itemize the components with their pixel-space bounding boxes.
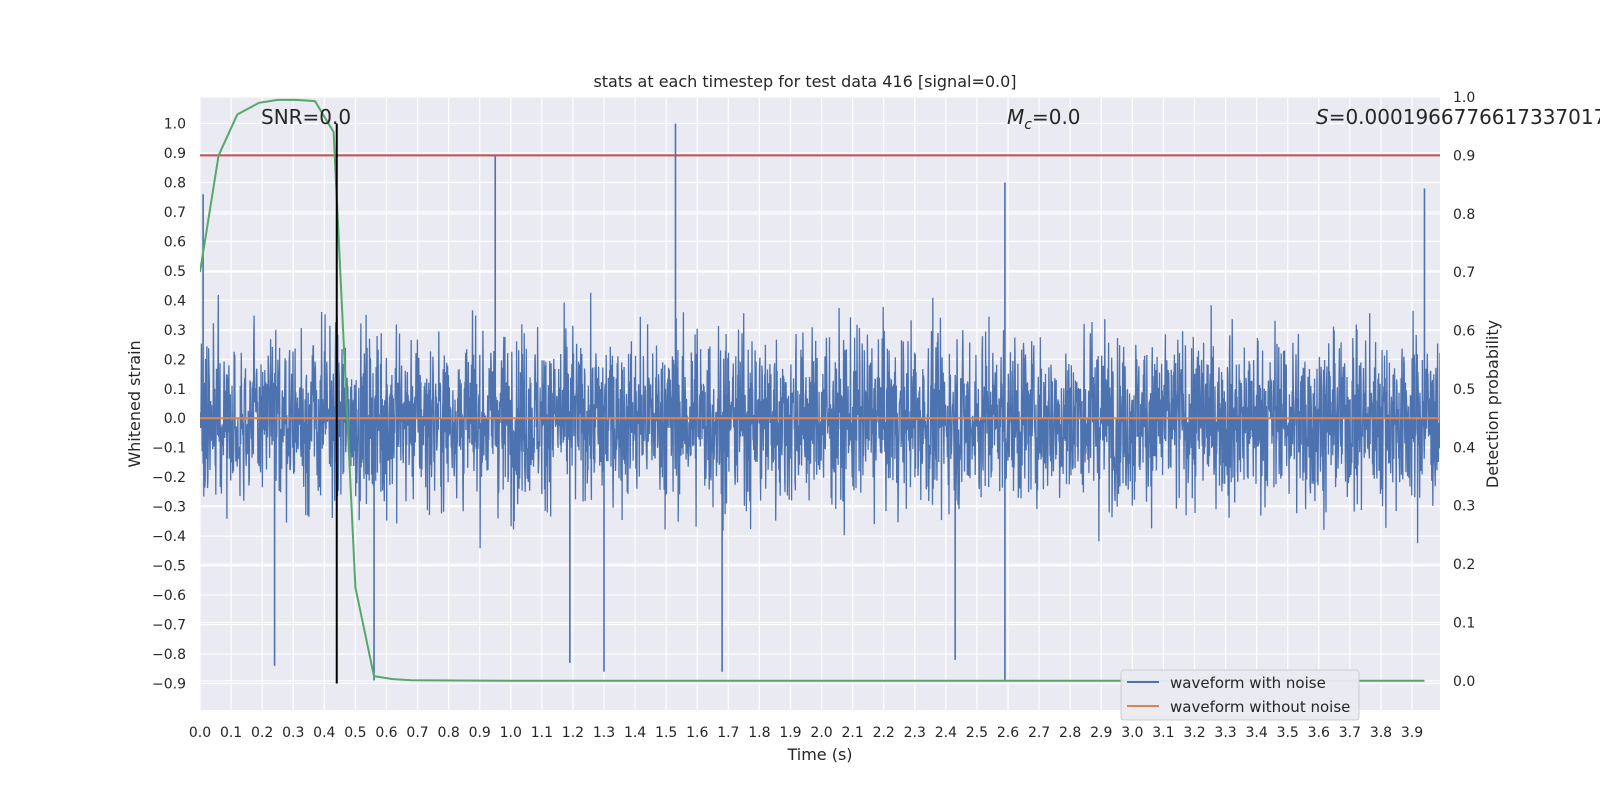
- right-tick-label: 0.7: [1453, 265, 1475, 281]
- x-tick-label: 3.6: [1308, 725, 1330, 741]
- x-tick-label: 3.0: [1121, 725, 1143, 741]
- s-value: =0.00019667766173370175: [1329, 105, 1600, 129]
- y-tick-label: −0.9: [152, 676, 186, 692]
- x-tick-label: 3.5: [1277, 725, 1299, 741]
- legend: waveform with noise waveform without noi…: [1120, 669, 1360, 721]
- y-tick-label: −0.6: [152, 588, 186, 604]
- x-tick-label: 2.9: [1090, 725, 1112, 741]
- right-tick-label: 0.9: [1453, 148, 1475, 164]
- series-waveform-with-noise: [200, 292, 1440, 549]
- x-tick-label: 2.0: [810, 725, 832, 741]
- mc-symbol: M: [1007, 105, 1024, 129]
- plot-clip: [200, 98, 1440, 682]
- s-annotation: S=0.00019667766173370175: [1316, 105, 1600, 129]
- mc-subscript: c: [1024, 117, 1032, 133]
- y-tick-label: 0.6: [164, 234, 186, 250]
- noise-peaks: [202, 123, 1426, 681]
- x-tick-label: 0.9: [469, 725, 491, 741]
- right-tick-label: 0.8: [1453, 207, 1475, 223]
- x-tick-label: 3.3: [1214, 725, 1236, 741]
- chart-title: stats at each timestep for test data 416…: [593, 72, 1016, 91]
- y-tick-label: −0.2: [152, 470, 186, 486]
- x-tick-label: 1.4: [624, 725, 646, 741]
- x-tick-label: 0.8: [437, 725, 459, 741]
- x-tick-label: 2.2: [873, 725, 895, 741]
- y-tick-label: 0.1: [164, 382, 186, 398]
- x-tick-label: 3.7: [1339, 725, 1361, 741]
- left-axis-ticks: 1.0 0.9 0.8 0.7 0.6 0.5 0.4 0.3 0.2 0.1 0.0 −0.1 −0.…: [152, 117, 186, 693]
- x-tick-label: 0.6: [375, 725, 397, 741]
- x-tick-label: 0.0: [189, 725, 211, 741]
- x-axis-ticks: 0.0 0.1 0.2 0.3 0.4 0.5 0.6 0.7 0.8 0.9 1.0 1.1 1.2 1…: [189, 725, 1423, 741]
- series-detection-probability: [200, 98, 1425, 682]
- y-tick-label: −0.7: [152, 618, 186, 634]
- x-tick-label: 1.2: [562, 725, 584, 741]
- y-tick-label: 0.8: [164, 175, 186, 191]
- x-tick-label: 1.8: [748, 725, 770, 741]
- x-tick-label: 1.5: [655, 725, 677, 741]
- x-tick-label: 2.4: [935, 725, 957, 741]
- x-tick-label: 2.5: [966, 725, 988, 741]
- right-tick-label: 0.4: [1453, 440, 1475, 456]
- x-tick-label: 0.4: [313, 725, 335, 741]
- x-tick-label: 1.1: [531, 725, 553, 741]
- y-tick-label: 0.9: [164, 146, 186, 162]
- x-tick-label: 1.7: [717, 725, 739, 741]
- right-tick-label: 0.1: [1453, 615, 1475, 631]
- x-tick-label: 1.0: [500, 725, 522, 741]
- x-tick-label: 0.7: [406, 725, 428, 741]
- y-tick-label: 1.0: [164, 117, 186, 133]
- y-tick-label: 0.5: [164, 264, 186, 280]
- x-tick-label: 3.9: [1401, 725, 1423, 741]
- x-tick-label: 1.3: [593, 725, 615, 741]
- legend-label-without-noise: waveform without noise: [1170, 698, 1350, 716]
- chirp-mass-annotation: Mc=0.0: [1007, 105, 1081, 133]
- right-axis-ticks: 1.0 0.9 0.8 0.7 0.6 0.5 0.4 0.3 0.2 0.1 0.0: [1453, 90, 1475, 690]
- y-tick-label: 0.3: [164, 323, 186, 339]
- x-tick-label: 3.2: [1183, 725, 1205, 741]
- x-tick-label: 1.9: [779, 725, 801, 741]
- right-tick-label: 1.0: [1453, 90, 1475, 106]
- y-tick-label: −0.8: [152, 647, 186, 663]
- x-tick-label: 2.1: [841, 725, 863, 741]
- right-tick-label: 0.0: [1453, 674, 1475, 690]
- x-tick-label: 0.2: [251, 725, 273, 741]
- y-tick-label: 0.7: [164, 205, 186, 221]
- y-tick-label: −0.3: [152, 500, 186, 516]
- x-tick-label: 2.6: [997, 725, 1019, 741]
- x-tick-label: 3.1: [1152, 725, 1174, 741]
- x-tick-label: 0.1: [220, 725, 242, 741]
- x-tick-label: 3.4: [1246, 725, 1268, 741]
- right-tick-label: 0.6: [1453, 324, 1475, 340]
- mc-value: =0.0: [1032, 105, 1081, 129]
- x-tick-label: 2.7: [1028, 725, 1050, 741]
- y-tick-label: −0.4: [152, 529, 186, 545]
- x-tick-label: 1.6: [686, 725, 708, 741]
- y-tick-label: 0.2: [164, 352, 186, 368]
- x-tick-label: 2.3: [904, 725, 926, 741]
- legend-label-with-noise: waveform with noise: [1170, 674, 1326, 692]
- left-axis-label: Whitened strain: [125, 340, 144, 467]
- x-axis-label: Time (s): [786, 745, 852, 764]
- x-tick-label: 2.8: [1059, 725, 1081, 741]
- right-tick-label: 0.2: [1453, 557, 1475, 573]
- s-symbol: S: [1316, 105, 1329, 129]
- y-tick-label: −0.1: [152, 441, 186, 457]
- snr-annotation: SNR=0.0: [261, 105, 351, 129]
- x-tick-label: 3.8: [1370, 725, 1392, 741]
- right-axis-label: Detection probability: [1483, 320, 1502, 488]
- y-tick-label: 0.0: [164, 411, 186, 427]
- x-tick-label: 0.3: [282, 725, 304, 741]
- x-tick-label: 0.5: [344, 725, 366, 741]
- y-tick-label: 0.4: [164, 293, 186, 309]
- y-tick-label: −0.5: [152, 559, 186, 575]
- right-tick-label: 0.5: [1453, 382, 1475, 398]
- legend-box: [1120, 669, 1360, 721]
- right-tick-label: 0.3: [1453, 499, 1475, 515]
